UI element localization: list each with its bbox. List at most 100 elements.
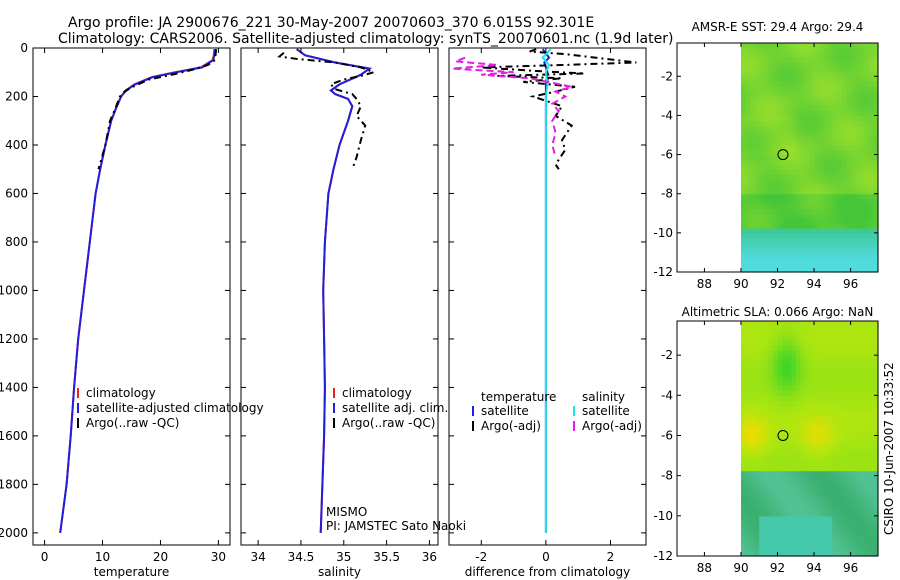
- sst-cell: [873, 232, 879, 239]
- sst-cell: [841, 257, 847, 263]
- sla-cell: [741, 415, 747, 421]
- sla-cell: [768, 375, 774, 381]
- sst-cell: [782, 110, 788, 116]
- sla-cell: [868, 475, 875, 482]
- sla-cell: [782, 515, 788, 522]
- sst-cell: [873, 81, 879, 87]
- sla-cell: [814, 400, 820, 406]
- sst-cell: [850, 188, 856, 195]
- sst-cell: [836, 81, 843, 87]
- sst-cell: [850, 43, 856, 48]
- sla-cell: [745, 340, 751, 346]
- sst-cell: [745, 213, 751, 219]
- sst-cell: [782, 242, 788, 249]
- sla-cell: [836, 415, 843, 421]
- sst-cell: [832, 56, 838, 63]
- sst-cell: [841, 110, 847, 116]
- sla-cell: [795, 520, 801, 527]
- sst-cell: [800, 203, 806, 209]
- sla-cell: [795, 360, 801, 366]
- sla-cell: [873, 395, 879, 401]
- sla-cell: [850, 355, 856, 361]
- sla-cell: [859, 370, 865, 376]
- sst-cell: [795, 100, 801, 107]
- sst-cell: [754, 247, 760, 253]
- sla-cell: [763, 415, 769, 421]
- sla-cell: [814, 405, 820, 411]
- sst-cell: [791, 86, 797, 92]
- sst-cell: [832, 179, 838, 185]
- sst-cell: [855, 262, 861, 268]
- sst-cell: [759, 267, 765, 273]
- sst-cell: [809, 174, 815, 180]
- sla-cell: [759, 390, 765, 396]
- sla-cell: [873, 400, 879, 406]
- sla-cell: [772, 525, 779, 532]
- sst-cell: [791, 125, 797, 131]
- sst-cell: [754, 237, 760, 244]
- sla-cell: [786, 350, 792, 356]
- sla-cell: [759, 510, 765, 517]
- sla-cell: [814, 450, 820, 457]
- sst-cell: [795, 43, 801, 48]
- sla-cell: [827, 390, 833, 396]
- sla-cell: [818, 475, 824, 482]
- sla-cell: [777, 500, 783, 507]
- sst-cell: [741, 130, 747, 136]
- sla-cell: [873, 345, 879, 351]
- sla-cell: [850, 345, 856, 351]
- sla-cell: [763, 455, 769, 462]
- sst-cell: [855, 154, 861, 161]
- sla-cell: [814, 321, 820, 326]
- sla-cell: [772, 500, 779, 507]
- sla-cell: [836, 465, 843, 472]
- sst-cell: [754, 144, 760, 151]
- sla-cell: [809, 330, 815, 336]
- sla-cell: [818, 440, 824, 447]
- sst-cell: [827, 188, 833, 195]
- sla-cell: [846, 370, 852, 376]
- sst-cell: [836, 193, 843, 200]
- sla-cell: [786, 515, 792, 522]
- sst-cell: [745, 188, 751, 195]
- sst-cell: [795, 183, 801, 190]
- sla-cell: [745, 410, 751, 416]
- sst-cell: [786, 71, 792, 77]
- csiro-timestamp: CSIRO 10-Jun-2007 10:33:52: [882, 362, 896, 535]
- sla-cell: [846, 440, 852, 447]
- sla-ytick-label-4: -10: [653, 509, 673, 523]
- sla-cell: [750, 480, 756, 487]
- sla-cell: [859, 460, 865, 467]
- sst-cell: [741, 179, 747, 185]
- sla-cell: [855, 465, 861, 472]
- sst-cell: [855, 213, 861, 219]
- sla-cell: [768, 330, 774, 336]
- sla-cell: [754, 445, 760, 452]
- sla-cell: [855, 515, 861, 522]
- sst-cell: [827, 115, 833, 121]
- sst-cell: [795, 115, 801, 121]
- sla-cell: [763, 345, 769, 351]
- sst-cell: [800, 81, 806, 87]
- sst-cell: [846, 223, 852, 229]
- sst-cell: [782, 81, 788, 87]
- sst-cell: [827, 252, 833, 258]
- sla-cell: [855, 510, 861, 517]
- sla-cell: [786, 360, 792, 366]
- sst-xtick-label-2: 92: [770, 277, 785, 291]
- sst-cell: [868, 213, 875, 219]
- sst-cell: [777, 110, 783, 116]
- sla-cell: [777, 330, 783, 336]
- sst-cell: [804, 267, 811, 273]
- sla-xtick-label-1: 90: [733, 561, 748, 575]
- sla-cell: [763, 335, 769, 341]
- sla-cell: [814, 325, 820, 331]
- sst-cell: [777, 183, 783, 190]
- sla-cell: [786, 325, 792, 331]
- sst-cell: [855, 169, 861, 175]
- sst-cell: [832, 95, 838, 102]
- sla-cell: [818, 370, 824, 376]
- sla-cell: [782, 435, 788, 442]
- sla-xtick-label-4: 96: [843, 561, 858, 575]
- sla-cell: [745, 415, 751, 421]
